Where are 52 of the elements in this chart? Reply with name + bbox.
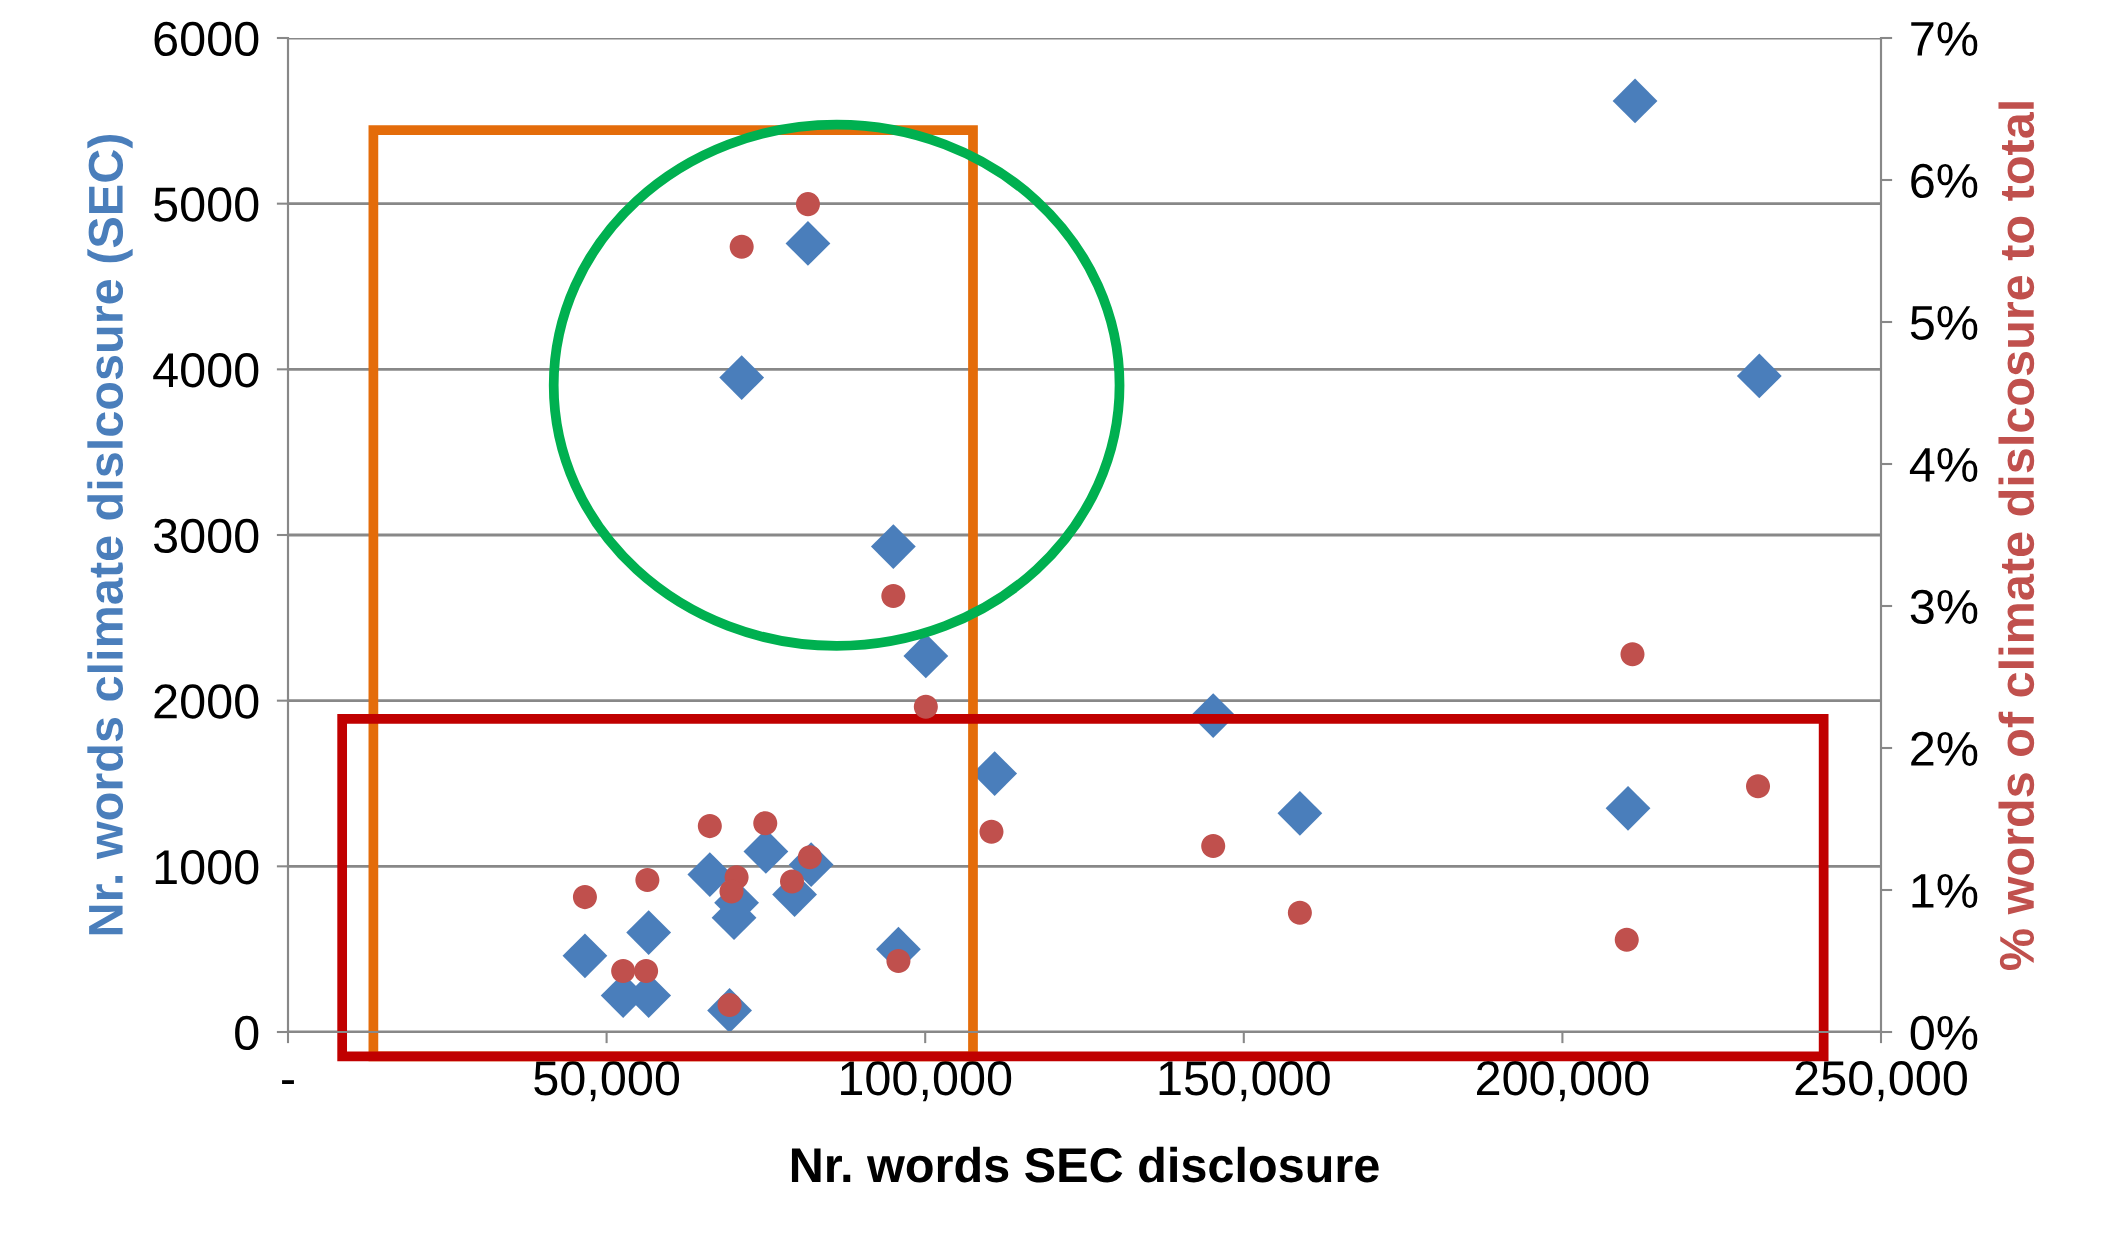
point [753,811,778,836]
point [1277,790,1323,836]
point [1614,927,1639,952]
y-tick-label: 4000 [153,353,259,388]
point [626,910,672,955]
y2-axis-title: % words of climate dislcosure to total [1998,102,2035,970]
point [1736,353,1782,399]
point [719,879,744,904]
point [780,869,805,894]
point [572,885,597,910]
point [562,933,608,979]
point [729,234,754,259]
point [913,694,938,719]
point [1612,78,1658,124]
y2-tick-label: 3% [1910,589,1978,625]
point [1201,833,1226,859]
point [697,814,722,839]
point [886,948,911,974]
y2-tick-label: 4% [1909,447,1978,482]
point [785,221,831,266]
point [611,958,636,983]
x-tick-label: 200,000 [1477,1061,1649,1102]
y-tick-label: 3000 [153,518,259,554]
point [1287,900,1312,925]
point [795,192,820,217]
y-tick-label: 5000 [154,187,259,222]
y2-tick-label: 2% [1911,731,1978,766]
y2-tick-label: 7% [1911,21,1978,56]
y2-tick-label: 1% [1912,873,1978,908]
point [719,355,765,401]
y-tick-label: 1000 [155,850,259,885]
point [635,868,660,893]
x-tick-label: 250,000 [1795,1061,1967,1102]
y-tick-label: 0 [235,1015,259,1051]
y2-tick-label: 0% [1910,1015,1978,1051]
point [1620,642,1645,667]
y-tick-label: 6000 [154,21,259,57]
point [881,584,906,609]
point [1605,785,1651,831]
point [1745,774,1771,799]
y-axis-title: Nr. words climate dislcosure (SEC) [87,134,133,935]
x-axis-title: Nr. words SEC disclosure [791,1146,1379,1183]
y2-tick-label: 6% [1911,163,1978,199]
y2-tick-label: 5% [1910,305,1978,341]
x-tick-label: 50,000 [534,1061,680,1102]
y-tick-label: 2000 [154,684,259,719]
x-tick-label: - [282,1080,294,1084]
point [870,524,916,569]
point [979,819,1004,844]
x-tick-label: 100,000 [841,1061,1012,1102]
x-tick-label: 150,000 [1159,1061,1330,1102]
point [634,958,659,983]
